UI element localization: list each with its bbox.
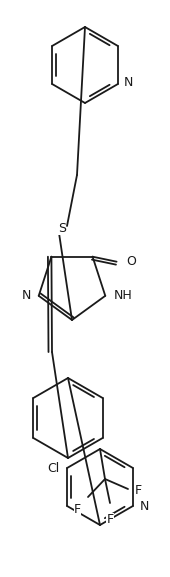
Text: O: O [127,255,137,268]
Text: F: F [135,485,142,497]
Text: S: S [58,222,66,234]
Text: N: N [140,500,149,512]
Text: Cl: Cl [47,462,59,474]
Text: F: F [74,503,81,516]
Text: F: F [106,513,114,526]
Text: NH: NH [113,289,132,302]
Text: N: N [124,76,133,88]
Text: N: N [21,289,31,302]
